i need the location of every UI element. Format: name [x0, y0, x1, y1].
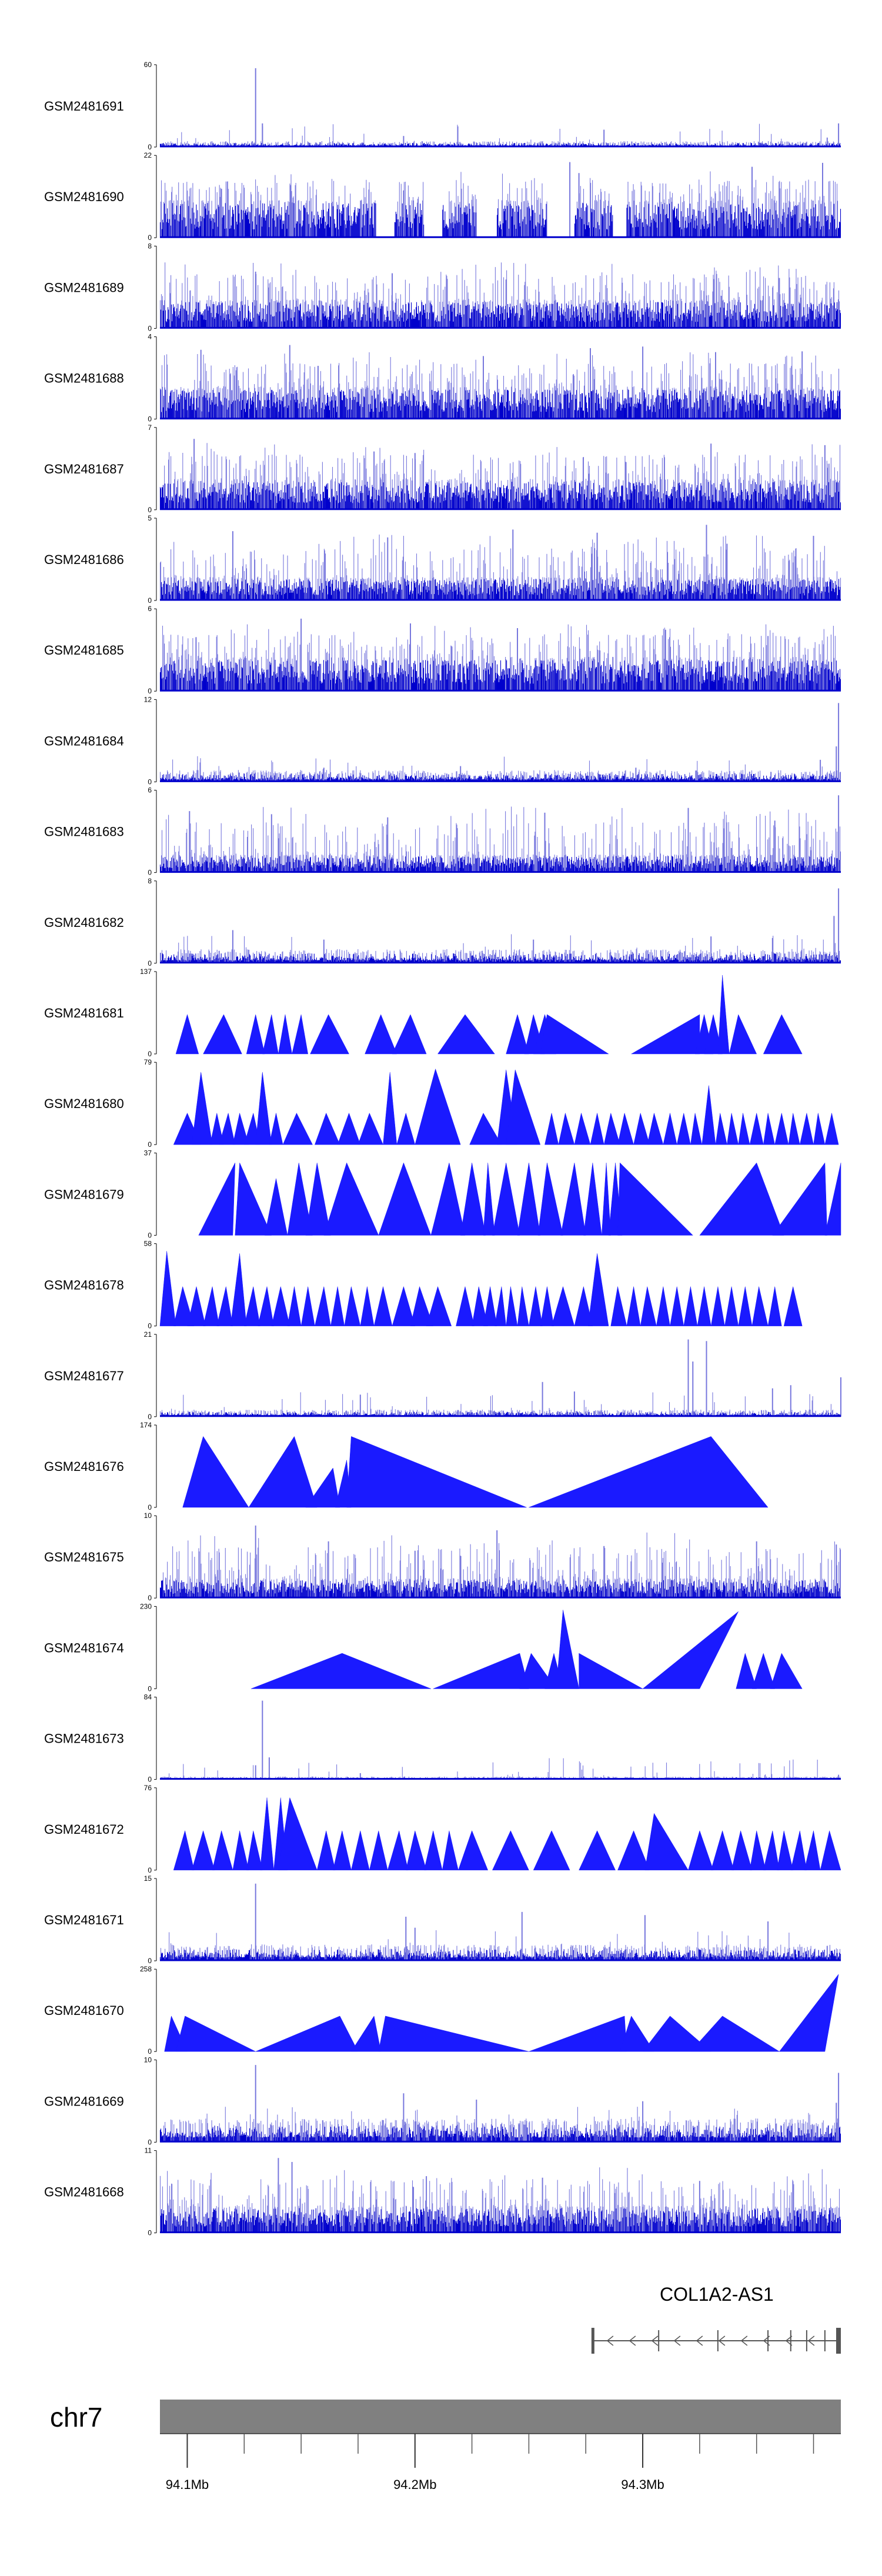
signal-bars — [159, 162, 841, 238]
y-tick-label-max: 4 — [148, 333, 152, 341]
y-tick-label-min: 0 — [148, 506, 152, 514]
y-tick-label-max: 60 — [144, 61, 152, 69]
track-GSM2481687: GSM2481687 7 0 — [44, 423, 841, 514]
signal-bars — [159, 345, 841, 420]
track-GSM2481690: GSM2481690 22 0 — [44, 151, 841, 242]
y-tick-label-max: 8 — [148, 242, 152, 250]
y-tick-label-min: 0 — [148, 324, 152, 332]
track-label: GSM2481688 — [44, 371, 124, 386]
track-GSM2481691: GSM2481691 60 0 — [44, 61, 841, 151]
y-tick-label-min: 0 — [148, 143, 152, 151]
track-GSM2481688: GSM2481688 4 0 — [44, 333, 841, 423]
track-label: GSM2481691 — [44, 99, 124, 114]
track-label: GSM2481687 — [44, 462, 124, 476]
y-tick-label-max: 22 — [144, 151, 152, 159]
signal-bars — [159, 262, 841, 329]
track-GSM2481689: GSM2481689 8 0 — [44, 242, 841, 332]
track-label: GSM2481690 — [44, 189, 124, 204]
y-tick-label-min: 0 — [148, 415, 152, 423]
y-tick-label-min: 0 — [148, 233, 152, 242]
track-label: GSM2481689 — [44, 280, 124, 295]
signal-bars — [159, 439, 841, 510]
signal-bars — [159, 68, 841, 148]
y-tick-label-max: 7 — [148, 423, 152, 432]
signal-tracks: GSM2481691600GSM2481690220GSM248168980GS… — [44, 61, 841, 2237]
